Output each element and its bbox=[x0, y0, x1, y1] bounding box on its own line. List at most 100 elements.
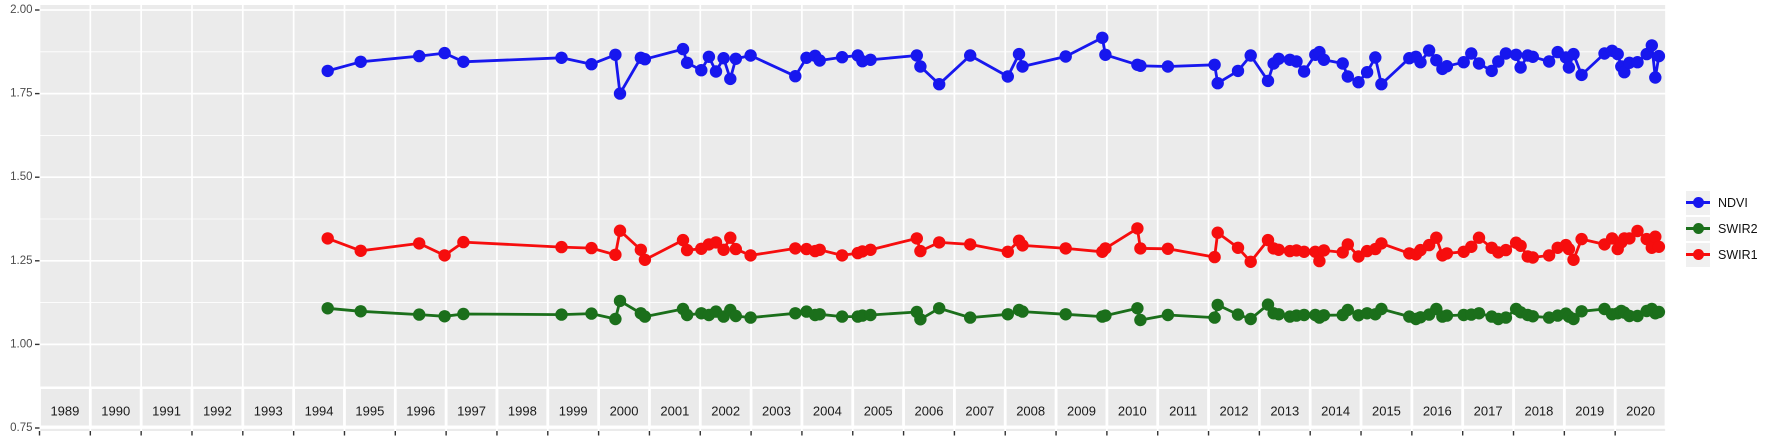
year-strip-2010 bbox=[1108, 389, 1157, 426]
data-point-swir2 bbox=[1059, 308, 1072, 321]
y-axis: 0.75 1.00 1.25 1.50 1.75 2.00 bbox=[10, 4, 40, 434]
data-point-ndvi bbox=[702, 50, 716, 63]
legend-label-swir2: SWIR2 bbox=[1718, 221, 1758, 236]
legend: NDVI SWIR2 SWIR1 bbox=[1686, 190, 1758, 268]
data-point-swir2 bbox=[1131, 302, 1144, 315]
data-point-swir1 bbox=[1649, 230, 1662, 243]
year-label-2009: 2009 bbox=[1067, 403, 1096, 418]
legend-item-ndvi: NDVI bbox=[1686, 190, 1758, 215]
data-point-ndvi bbox=[835, 51, 849, 64]
data-point-swir1 bbox=[729, 242, 742, 256]
data-point-swir2 bbox=[1317, 309, 1331, 322]
data-point-swir1 bbox=[1623, 232, 1636, 245]
data-point-swir1 bbox=[724, 231, 737, 244]
data-point-swir2 bbox=[1161, 308, 1175, 322]
data-point-swir1 bbox=[438, 249, 451, 262]
data-point-ndvi bbox=[1012, 47, 1026, 61]
data-point-swir1 bbox=[1134, 242, 1147, 255]
data-point-ndvi bbox=[1430, 54, 1443, 67]
data-point-swir1 bbox=[835, 249, 849, 262]
year-strip-2004 bbox=[803, 389, 852, 426]
year-label-2012: 2012 bbox=[1220, 403, 1249, 418]
data-point-swir2 bbox=[1211, 298, 1224, 312]
data-point-swir2 bbox=[729, 309, 742, 323]
year-strip-2018 bbox=[1514, 389, 1563, 426]
year-strip-2001 bbox=[650, 389, 699, 426]
data-point-ndvi bbox=[1208, 58, 1221, 71]
year-strip-2006 bbox=[904, 389, 954, 426]
data-point-swir1 bbox=[789, 242, 802, 255]
data-point-ndvi bbox=[1352, 76, 1365, 89]
data-point-ndvi bbox=[1472, 57, 1486, 70]
data-point-swir2 bbox=[1016, 305, 1029, 318]
data-point-ndvi bbox=[1509, 48, 1523, 61]
data-point-swir2 bbox=[613, 294, 627, 308]
data-point-swir2 bbox=[813, 308, 826, 321]
data-point-ndvi bbox=[676, 42, 690, 56]
data-point-swir2 bbox=[1631, 309, 1644, 323]
data-point-ndvi bbox=[1016, 60, 1029, 73]
year-label-1994: 1994 bbox=[305, 403, 334, 418]
data-point-ndvi bbox=[1059, 50, 1072, 63]
data-point-ndvi bbox=[1440, 59, 1454, 73]
data-point-swir1 bbox=[717, 243, 730, 256]
data-point-ndvi bbox=[789, 70, 802, 83]
data-point-ndvi bbox=[1317, 53, 1331, 66]
x-gridlines bbox=[38, 5, 1667, 431]
data-point-swir1 bbox=[1016, 239, 1029, 252]
data-point-ndvi bbox=[1499, 47, 1513, 60]
data-point-swir2 bbox=[1440, 309, 1454, 322]
legend-label-swir1: SWIR1 bbox=[1718, 247, 1758, 262]
legend-item-swir2: SWIR2 bbox=[1686, 216, 1758, 241]
year-label-2001: 2001 bbox=[660, 403, 689, 418]
year-label-2002: 2002 bbox=[711, 403, 740, 418]
data-point-swir1 bbox=[321, 232, 334, 245]
legend-key-swir2-icon bbox=[1686, 216, 1710, 241]
legend-label-ndvi: NDVI bbox=[1718, 195, 1748, 210]
data-point-ndvi bbox=[585, 57, 598, 71]
data-point-swir1 bbox=[1514, 239, 1527, 252]
year-strip-2009 bbox=[1057, 389, 1106, 426]
data-point-ndvi bbox=[914, 60, 927, 73]
data-point-swir2 bbox=[1208, 311, 1221, 324]
data-point-swir2 bbox=[914, 313, 927, 326]
data-point-swir1 bbox=[1341, 238, 1355, 251]
data-point-swir2 bbox=[1652, 305, 1666, 319]
data-point-ndvi bbox=[1562, 61, 1576, 74]
data-point-swir2 bbox=[1297, 308, 1311, 322]
data-point-ndvi bbox=[1336, 57, 1349, 70]
year-label-2008: 2008 bbox=[1016, 403, 1045, 418]
year-label-1995: 1995 bbox=[355, 403, 384, 418]
data-point-ndvi bbox=[1542, 55, 1556, 68]
data-point-swir2 bbox=[354, 305, 367, 318]
data-point-ndvi bbox=[1096, 31, 1109, 44]
year-label-2010: 2010 bbox=[1118, 403, 1147, 418]
data-point-ndvi bbox=[1244, 49, 1257, 62]
y-tick-label-1.50: 1.50 bbox=[10, 171, 32, 183]
year-strip-2020 bbox=[1616, 389, 1665, 426]
data-point-ndvi bbox=[1631, 56, 1644, 69]
data-point-swir2 bbox=[1134, 313, 1147, 327]
year-label-1999: 1999 bbox=[559, 403, 588, 418]
data-point-swir2 bbox=[413, 308, 426, 321]
data-point-swir1 bbox=[1575, 232, 1588, 246]
data-point-swir2 bbox=[1375, 302, 1388, 316]
legend-key-swir1-icon bbox=[1686, 242, 1710, 267]
year-strip-2005 bbox=[854, 389, 903, 426]
data-point-swir2 bbox=[609, 312, 622, 326]
data-point-ndvi bbox=[709, 65, 723, 78]
data-point-ndvi bbox=[1514, 61, 1527, 74]
data-point-ndvi bbox=[1297, 65, 1311, 78]
data-point-ndvi bbox=[1611, 47, 1624, 61]
year-strip-1999 bbox=[549, 389, 598, 426]
data-point-swir2 bbox=[1575, 305, 1588, 318]
year-label-1998: 1998 bbox=[508, 403, 537, 418]
data-point-swir2 bbox=[438, 310, 451, 323]
y-tick-label-1.25: 1.25 bbox=[10, 255, 32, 267]
data-point-ndvi bbox=[1369, 51, 1382, 64]
data-point-swir1 bbox=[1099, 242, 1112, 255]
year-strip-2014 bbox=[1311, 389, 1360, 426]
data-point-ndvi bbox=[1485, 64, 1498, 78]
data-point-swir2 bbox=[1272, 308, 1285, 321]
